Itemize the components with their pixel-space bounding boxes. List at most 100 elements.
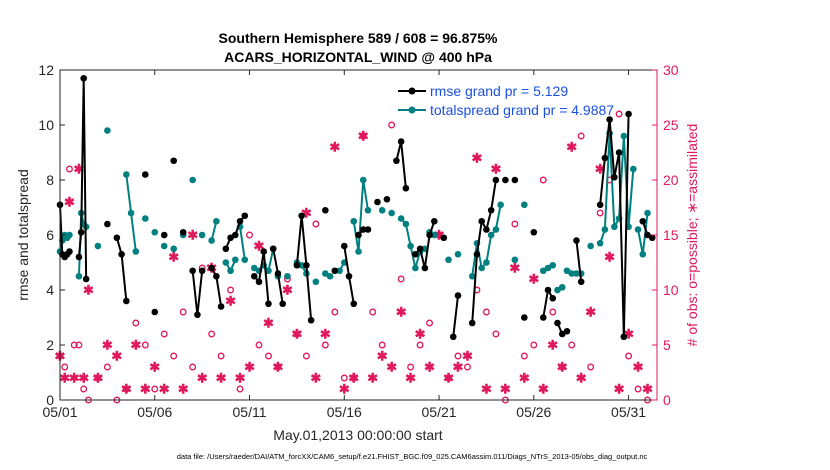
assimilated-obs-point: ✱ <box>500 382 511 397</box>
assimilated-obs-point: ✱ <box>263 316 274 331</box>
assimilated-obs-point: ✱ <box>254 239 265 254</box>
totalspread-point <box>350 217 358 225</box>
rmse-point <box>478 217 485 225</box>
totalspread-point <box>478 264 485 272</box>
assimilated-obs-point: ✱ <box>471 151 482 166</box>
assimilated-obs-point: ✱ <box>159 382 170 397</box>
rmse-line-segment <box>471 179 497 324</box>
legend-spread-label: totalspread grand pr = 4.9887 <box>430 102 614 118</box>
possible-obs-point <box>302 352 310 360</box>
possible-obs-point <box>75 341 83 349</box>
plot-marks: ✱✱✱✱✱✱✱✱✱✱✱✱✱✱✱✱✱✱✱ ✱✱✱✱✱✱✱✱✱✱✱✱✱✱✱✱✱✱✱✱✱… <box>55 74 656 404</box>
assimilated-obs-point: ✱ <box>566 140 577 155</box>
y2-tick-label: 15 <box>663 227 679 243</box>
totalspread-line-segment <box>210 221 218 241</box>
rmse-point <box>440 234 448 242</box>
assimilated-obs-point: ✱ <box>443 371 454 386</box>
totalspread-point <box>364 206 372 214</box>
assimilated-obs-point: ✱ <box>73 162 84 177</box>
totalspread-point <box>355 248 362 255</box>
assimilated-obs-point: ✱ <box>140 382 151 397</box>
data-file-footnote: data file: /Users/raeder/DAI/ATM_forcXX/… <box>177 452 648 461</box>
assimilated-obs-point: ✱ <box>244 360 255 375</box>
rmse-point <box>118 250 125 258</box>
possible-obs-point <box>520 352 528 360</box>
assimilated-obs-point: ✱ <box>633 360 644 375</box>
assimilated-obs-point: ✱ <box>604 250 615 265</box>
assimilated-obs-point: ✱ <box>415 327 426 342</box>
rmse-point <box>255 278 263 286</box>
assimilated-obs-point: ✱ <box>386 360 397 375</box>
rmse-point <box>77 228 85 236</box>
possible-obs-point <box>587 363 595 371</box>
totalspread-point <box>189 176 196 184</box>
rmse-point <box>241 212 249 220</box>
assimilated-obs-point: ✱ <box>225 294 236 309</box>
rmse-point <box>222 245 230 253</box>
possible-obs-point <box>492 330 500 338</box>
rmse-point <box>198 267 206 275</box>
rmse-point <box>350 300 358 308</box>
rmse-point <box>217 303 225 310</box>
totalspread-line-segment <box>239 226 246 260</box>
assimilated-obs-point: ✱ <box>367 371 378 386</box>
rmse-line-segment <box>575 240 583 282</box>
possible-obs-point <box>274 363 282 371</box>
possible-obs-point <box>350 374 358 382</box>
totalspread-point <box>601 226 609 233</box>
assimilated-obs-point: ✱ <box>291 327 302 342</box>
assimilated-obs-point: ✱ <box>149 360 160 375</box>
possible-obs-point <box>359 132 367 140</box>
totalspread-point <box>568 270 576 277</box>
possible-obs-point <box>511 220 519 228</box>
rmse-point <box>80 74 87 82</box>
rmse-point <box>170 157 178 165</box>
assimilated-obs-point: ✱ <box>434 228 445 243</box>
rmse-point <box>274 270 282 277</box>
rmse-point <box>194 311 201 319</box>
rmse-point <box>511 176 519 184</box>
possible-obs-point <box>255 341 263 349</box>
totalspread-point <box>151 228 159 236</box>
totalspread-point <box>222 259 230 266</box>
rmse-point <box>303 261 310 269</box>
rmse-point <box>364 226 372 233</box>
assimilated-obs-point: ✱ <box>519 371 530 386</box>
rmse-point <box>355 231 362 239</box>
totalspread-point <box>141 215 149 222</box>
rmse-point <box>454 292 462 299</box>
possible-obs-point <box>141 341 149 349</box>
rmse-point <box>123 297 130 305</box>
possible-obs-point <box>407 363 415 371</box>
x-tick-label: 05/06 <box>137 404 172 420</box>
rmse-line-segment <box>295 215 313 321</box>
possible-obs-point <box>331 308 339 316</box>
possible-obs-point <box>539 176 547 184</box>
rmse-point <box>82 275 90 283</box>
assimilated-obs-point: ✱ <box>320 327 331 342</box>
rmse-point <box>307 316 315 324</box>
totalspread-point <box>160 242 168 250</box>
totalspread-point <box>620 132 628 140</box>
possible-obs-point <box>61 363 69 371</box>
totalspread-point <box>487 231 495 239</box>
rmse-point <box>279 300 286 308</box>
possible-obs-point <box>265 352 272 360</box>
rmse-point <box>487 206 495 214</box>
totalspread-point <box>75 272 83 280</box>
possible-obs-point <box>482 308 490 316</box>
totalspread-point <box>497 201 504 209</box>
possible-obs-point <box>189 363 197 371</box>
legend-rmse-marker <box>408 87 416 95</box>
assimilated-obs-point: ✱ <box>83 283 94 298</box>
y-tick-label: 12 <box>38 62 54 78</box>
possible-obs-point <box>634 385 642 393</box>
y2-axis-ticks: 0 5 10 15 20 25 30 <box>652 62 679 408</box>
totalspread-point <box>468 272 476 280</box>
assimilated-obs-point: ✱ <box>453 360 464 375</box>
totalspread-point <box>644 209 651 217</box>
rmse-point <box>596 201 604 209</box>
assimilated-obs-point: ✱ <box>235 371 246 386</box>
assimilated-obs-point: ✱ <box>130 338 141 353</box>
possible-obs-point <box>179 308 187 316</box>
